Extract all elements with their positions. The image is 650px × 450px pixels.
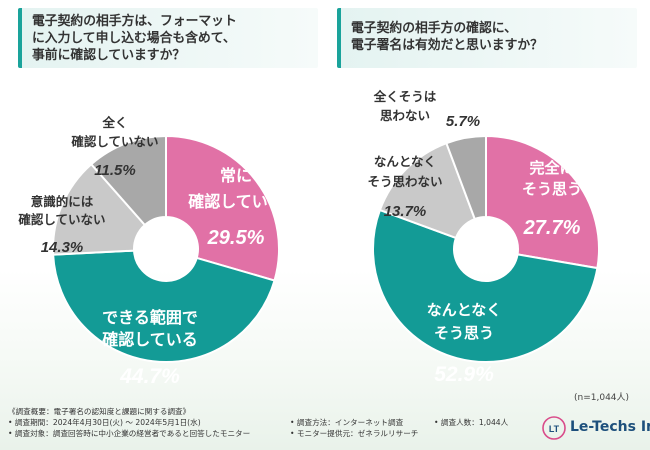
- slice-label: そう思う: [522, 180, 582, 198]
- survey-overview: 《調査概要：電子署名の認知度と課題に関する調査》: [8, 407, 191, 416]
- survey-method: • 調査方法：インターネット調査: [290, 418, 404, 427]
- donut-slice: [445, 134, 487, 221]
- donut-slice: [485, 134, 600, 270]
- slice-value-label: 29.5%: [207, 227, 265, 249]
- slice-value-label: 5.7%: [446, 113, 480, 130]
- slice-label: 確認している: [188, 192, 284, 211]
- donut-slice: [52, 249, 276, 363]
- slice-value-label: 44.7%: [119, 365, 180, 388]
- donut-slice: [89, 134, 167, 227]
- survey-period: • 調査期間：2024年4月30日(火) ～ 2024年5月1日(水): [8, 418, 201, 427]
- donut-slice: [165, 134, 280, 282]
- slice-value-label: 14.3%: [41, 239, 84, 256]
- donut-chart-2: 完全にそう思う27.7%なんとなくそう思う52.9%なんとなくそう思わない13.…: [367, 89, 600, 386]
- slice-label: 全くそうは: [373, 89, 437, 104]
- slice-label: できる範囲で: [102, 308, 198, 327]
- logo-mark-icon: LT: [542, 416, 566, 440]
- donut-slice: [378, 141, 477, 240]
- question-left: 電子契約の相手方は、フォーマット に入力して申し込む場合も含めて、 事前に確認し…: [32, 14, 237, 63]
- question-box-left: 電子契約の相手方は、フォーマット に入力して申し込む場合も含めて、 事前に確認し…: [18, 8, 318, 68]
- slice-label: 思わない: [380, 108, 430, 123]
- slice-label: なんとなく: [374, 154, 436, 169]
- slice-value-label: 13.7%: [384, 203, 427, 220]
- slice-label: 全く: [101, 115, 127, 130]
- question-right: 電子契約の相手方の確認に、 電子署名は有効だと思いますか？: [351, 21, 543, 53]
- sample-size-label: (n=1,044人): [574, 393, 630, 403]
- survey-respondents: • 調査人数：1,044人: [434, 418, 509, 427]
- slice-value-label: 27.7%: [523, 217, 581, 239]
- slice-label: 完全に: [529, 159, 574, 177]
- slice-value-label: 52.9%: [434, 363, 494, 386]
- slice-label: 確認していない: [71, 134, 158, 149]
- slice-label: 意識的には: [31, 194, 94, 209]
- monitor-provider: • モニター提供元：ゼネラルリサーチ: [290, 429, 419, 438]
- slice-label: そう思わない: [367, 174, 442, 189]
- donut-chart-1: 常に確認している29.5%できる範囲で確認している44.7%意識的には確認してい…: [18, 115, 283, 388]
- slice-value-label: 11.5%: [94, 162, 135, 179]
- company-logo: LT Le-Techs Inc.: [540, 414, 650, 442]
- slice-label: 確認していない: [18, 212, 105, 227]
- logo-mark-text: LT: [549, 424, 560, 434]
- slice-label: なんとなく: [427, 301, 502, 319]
- slice-label: 常に: [220, 166, 252, 185]
- logo-text: Le-Techs Inc.: [570, 419, 650, 435]
- slice-label: 確認している: [102, 330, 198, 349]
- donut-slice: [52, 162, 147, 256]
- donut-slice: [372, 208, 599, 363]
- question-box-right: 電子契約の相手方の確認に、 電子署名は有効だと思いますか？: [337, 8, 637, 68]
- slice-label: そう思う: [434, 324, 494, 342]
- survey-target: • 調査対象：調査回答時に中小企業の経営者であると回答したモニター: [8, 429, 251, 438]
